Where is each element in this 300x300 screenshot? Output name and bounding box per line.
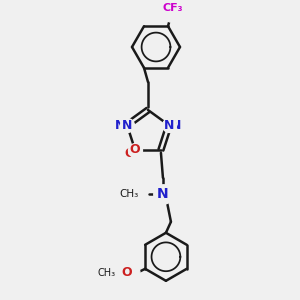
Text: O: O <box>125 147 135 160</box>
Text: N: N <box>122 119 132 132</box>
Text: CF₃: CF₃ <box>163 3 183 13</box>
Text: O: O <box>130 143 140 156</box>
Text: CH₃: CH₃ <box>120 189 139 199</box>
Text: N: N <box>171 119 181 132</box>
Text: N: N <box>164 119 174 132</box>
Text: CH₃: CH₃ <box>97 268 115 278</box>
Text: O: O <box>122 266 133 279</box>
Text: N: N <box>115 119 125 132</box>
Text: N: N <box>157 187 169 201</box>
